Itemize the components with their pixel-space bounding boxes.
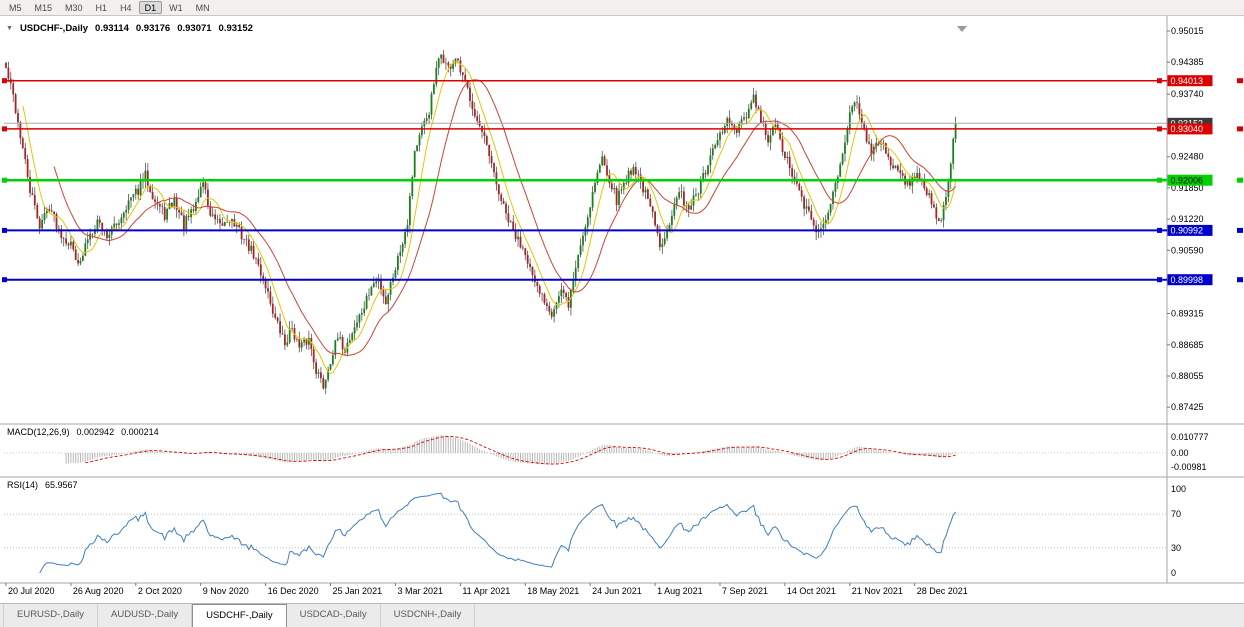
hline-right-handle[interactable] bbox=[1157, 177, 1162, 183]
timeframe-button-m15[interactable]: M15 bbox=[34, 3, 53, 13]
date-axis: 20 Jul 2020 26 Aug 2020 2 Oct 2020 9 Nov 20… bbox=[5, 583, 968, 596]
price-badges: 0.931520.940130.930400.920060.909920.899… bbox=[1167, 75, 1243, 286]
collapse-chart-icon[interactable]: ▼ bbox=[6, 25, 13, 32]
svg-text:0.92480: 0.92480 bbox=[1171, 152, 1204, 162]
hline-badge-0.90992 bbox=[1167, 224, 1213, 236]
scale-edge-marker bbox=[1237, 78, 1243, 84]
chart-tab-audusd[interactable]: AUDUSD-,Daily bbox=[98, 604, 193, 627]
svg-text:7 Sep 2021: 7 Sep 2021 bbox=[722, 586, 768, 596]
svg-text:2 Oct 2020: 2 Oct 2020 bbox=[138, 586, 182, 596]
svg-text:16 Dec 2020: 16 Dec 2020 bbox=[268, 586, 319, 596]
chart-region: 0.950150.943850.937400.931100.924800.918… bbox=[0, 16, 1244, 603]
macd-signal-line bbox=[85, 435, 956, 465]
svg-text:0.88055: 0.88055 bbox=[1171, 371, 1204, 381]
hline-badge-0.89998 bbox=[1167, 274, 1213, 286]
svg-text:0.90992: 0.90992 bbox=[1171, 226, 1204, 236]
ma-fast-line bbox=[22, 61, 957, 375]
hline-left-handle[interactable] bbox=[2, 227, 7, 233]
hline-left-handle[interactable] bbox=[2, 177, 7, 183]
svg-text:11 Apr 2021: 11 Apr 2021 bbox=[462, 586, 510, 596]
svg-text:-0.00981: -0.00981 bbox=[1171, 462, 1207, 472]
scale-edge-marker bbox=[1237, 227, 1243, 233]
svg-text:0.88685: 0.88685 bbox=[1171, 340, 1204, 350]
svg-text:1 Aug 2021: 1 Aug 2021 bbox=[657, 586, 703, 596]
chart-tab-usdchf[interactable]: USDCHF-,Daily bbox=[192, 604, 287, 627]
hline-right-handle[interactable] bbox=[1157, 227, 1162, 233]
svg-text:28 Dec 2021: 28 Dec 2021 bbox=[917, 586, 968, 596]
chart-shift-marker-icon[interactable] bbox=[957, 26, 967, 32]
svg-text:21 Nov 2021: 21 Nov 2021 bbox=[852, 586, 903, 596]
macd-pane bbox=[4, 435, 1167, 465]
ma-slow-line bbox=[53, 79, 956, 357]
timeframe-button-h4[interactable]: H4 bbox=[120, 3, 132, 13]
chart-tabs-bar: EURUSD-,Daily AUDUSD-,Daily USDCHF-,Daily U… bbox=[0, 603, 1244, 627]
svg-text:0.91850: 0.91850 bbox=[1171, 183, 1204, 193]
timeframe-button-m30[interactable]: M30 bbox=[65, 3, 83, 13]
hline-badge-0.93040 bbox=[1167, 123, 1213, 135]
price-axis: 0.950150.943850.937400.931100.924800.918… bbox=[1167, 26, 1209, 578]
svg-text:0.00: 0.00 bbox=[1171, 448, 1189, 458]
svg-text:30: 30 bbox=[1171, 543, 1181, 553]
svg-text:0.95015: 0.95015 bbox=[1171, 26, 1204, 36]
horizontal-lines-layer bbox=[2, 78, 1167, 283]
hline-right-handle[interactable] bbox=[1157, 126, 1162, 132]
chart-tab-usdcnh[interactable]: USDCNH-,Daily bbox=[381, 604, 476, 627]
svg-text:70: 70 bbox=[1171, 509, 1181, 519]
chart-canvas[interactable]: 0.950150.943850.937400.931100.924800.918… bbox=[0, 16, 1244, 603]
svg-text:25 Jan 2021: 25 Jan 2021 bbox=[333, 586, 383, 596]
candles-layer bbox=[5, 50, 957, 395]
svg-text:26 Aug 2020: 26 Aug 2020 bbox=[73, 586, 124, 596]
svg-text:0.89315: 0.89315 bbox=[1171, 309, 1204, 319]
hline-badge-0.94013 bbox=[1167, 75, 1213, 87]
hline-badge-0.92006 bbox=[1167, 174, 1213, 186]
svg-text:0.90590: 0.90590 bbox=[1171, 245, 1204, 255]
scale-edge-marker bbox=[1237, 177, 1243, 183]
scale-edge-marker bbox=[1237, 126, 1243, 132]
rsi-line bbox=[39, 492, 956, 574]
svg-text:0.89998: 0.89998 bbox=[1171, 275, 1204, 285]
svg-text:20 Jul 2020: 20 Jul 2020 bbox=[8, 586, 55, 596]
hline-left-handle[interactable] bbox=[2, 78, 7, 84]
svg-text:9 Nov 2020: 9 Nov 2020 bbox=[203, 586, 249, 596]
hline-right-handle[interactable] bbox=[1157, 78, 1162, 84]
svg-text:0.92006: 0.92006 bbox=[1171, 175, 1204, 185]
timeframe-button-d1[interactable]: D1 bbox=[138, 1, 163, 14]
timeframe-button-mn[interactable]: MN bbox=[195, 3, 210, 13]
svg-text:100: 100 bbox=[1171, 484, 1186, 494]
svg-text:24 Jun 2021: 24 Jun 2021 bbox=[592, 586, 642, 596]
chart-tab-usdcad[interactable]: USDCAD-,Daily bbox=[287, 604, 381, 627]
svg-text:0.94385: 0.94385 bbox=[1171, 57, 1204, 67]
svg-text:0.91220: 0.91220 bbox=[1171, 214, 1204, 224]
svg-text:3 Mar 2021: 3 Mar 2021 bbox=[397, 586, 443, 596]
svg-text:0.93740: 0.93740 bbox=[1171, 89, 1204, 99]
hline-left-handle[interactable] bbox=[2, 277, 7, 283]
svg-text:0: 0 bbox=[1171, 568, 1176, 578]
timeframe-button-w1[interactable]: W1 bbox=[169, 3, 183, 13]
timeframe-button-h1[interactable]: H1 bbox=[95, 3, 108, 13]
svg-text:0.93040: 0.93040 bbox=[1171, 124, 1204, 134]
svg-text:0.87425: 0.87425 bbox=[1171, 402, 1204, 412]
chart-tab-eurusd[interactable]: EURUSD-,Daily bbox=[3, 604, 99, 627]
bid-price-badge bbox=[1167, 117, 1213, 129]
svg-text:0.010777: 0.010777 bbox=[1171, 432, 1209, 442]
svg-text:0.94013: 0.94013 bbox=[1171, 76, 1204, 86]
rsi-pane bbox=[4, 492, 1167, 574]
svg-text:18 May 2021: 18 May 2021 bbox=[527, 586, 579, 596]
timeframe-button-m5[interactable]: M5 bbox=[9, 3, 22, 13]
svg-text:14 Oct 2021: 14 Oct 2021 bbox=[787, 586, 836, 596]
scale-edge-marker bbox=[1237, 277, 1243, 283]
hline-left-handle[interactable] bbox=[2, 126, 7, 132]
timeframe-toolbar: M5 M15 M30 H1 H4 D1 W1 MN bbox=[0, 0, 1244, 16]
hline-right-handle[interactable] bbox=[1157, 277, 1162, 283]
